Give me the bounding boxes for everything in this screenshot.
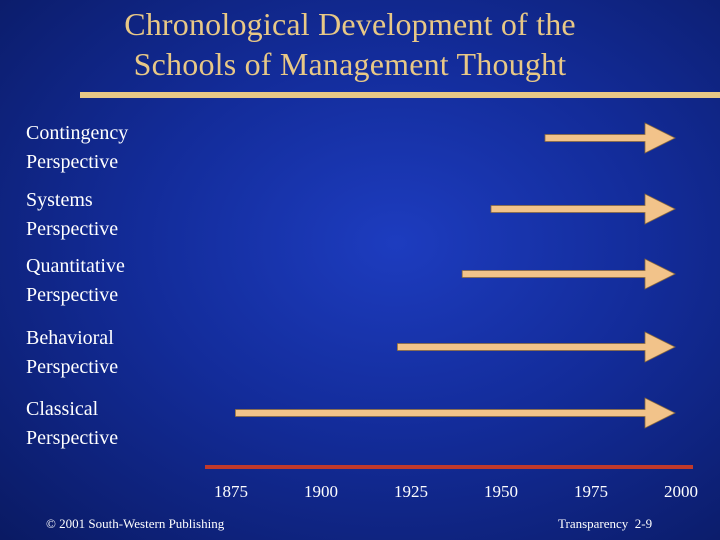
label-systems-line1: Systems (26, 189, 93, 211)
title-underline (80, 92, 720, 98)
label-classical: Classical Perspective (26, 395, 118, 453)
arrow-quantitative (461, 258, 676, 290)
label-systems: Systems Perspective (26, 186, 118, 244)
slide-title-line1: Chronological Development of the (124, 6, 576, 42)
label-behavioral: Behavioral Perspective (26, 324, 118, 382)
label-behavioral-line1: Behavioral (26, 327, 114, 349)
arrow-systems (490, 193, 676, 225)
label-quantitative: Quantitative Perspective (26, 252, 125, 310)
label-behavioral-line2: Perspective (26, 356, 119, 378)
tick-label-1925: 1925 (394, 482, 428, 501)
label-contingency: Contingency Perspective (26, 119, 128, 177)
slide-title: Chronological Development of the Schools… (0, 4, 700, 84)
label-classical-line2: Perspective (26, 427, 119, 449)
transparency-number: Transparency 2-9 (558, 516, 653, 531)
label-systems-line2: Perspective (26, 218, 119, 240)
tick-label-1975: 1975 (574, 482, 608, 501)
tick-label-1900: 1900 (304, 482, 338, 501)
tick-label-2000: 2000 (664, 482, 698, 501)
label-classical-line1: Classical (26, 398, 99, 420)
label-quantitative-line1: Quantitative (26, 255, 125, 277)
label-quantitative-line2: Perspective (26, 284, 119, 306)
tick-label-1950: 1950 (484, 482, 518, 501)
slide-title-line2: Schools of Management Thought (133, 46, 567, 82)
label-contingency-line2: Perspective (26, 151, 119, 173)
arrow-behavioral (396, 331, 676, 363)
arrow-classical (234, 397, 676, 429)
label-contingency-line1: Contingency (26, 122, 129, 144)
tick-label-1875: 1875 (214, 482, 248, 501)
copyright-notice: © 2001 South-Western Publishing (46, 516, 225, 531)
arrow-contingency (544, 122, 676, 154)
timeline-axis (205, 465, 693, 469)
